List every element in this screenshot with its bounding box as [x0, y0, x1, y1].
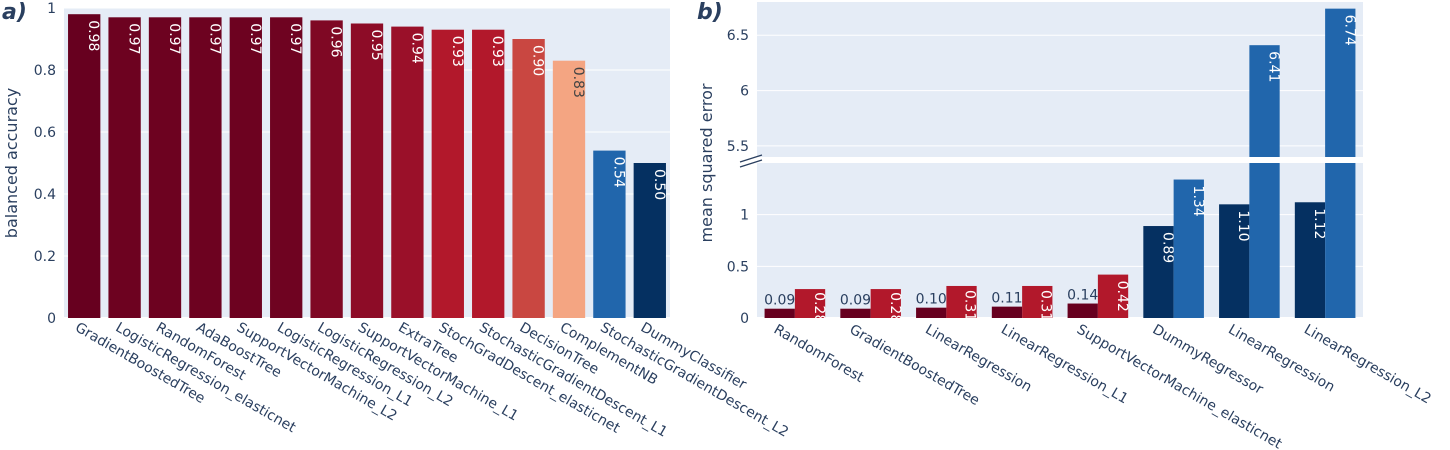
bar-value-label: 0.54 [610, 157, 626, 188]
bar-value-label: 0.14 [1067, 288, 1098, 304]
bar-value-label: 0.31 [1037, 290, 1053, 321]
bar [229, 17, 262, 319]
bar-value-label: 0.97 [247, 23, 263, 54]
bar-value-label: 1.10 [1235, 210, 1251, 241]
panel-b-bars: 0.09 0.28 0.09 0.28 0.10 0.31 0.11 0.31 0.14 0.42… [764, 8, 1357, 323]
bar-value-label: 0.98 [85, 20, 101, 51]
y-tick-label: 5.5 [727, 139, 749, 155]
bar [991, 306, 1023, 318]
y-tick-label: 0.2 [34, 249, 56, 265]
bar [1173, 179, 1204, 318]
bar [1022, 285, 1053, 318]
bar-value-label: 0.97 [166, 23, 182, 54]
panel-b-x-ticks: RandomForestGradientBoostedTreeLinearReg… [771, 322, 1434, 450]
bar-value-label: 0.10 [916, 292, 947, 308]
bar-value-label: 0.28 [887, 292, 903, 323]
panel-a-bars: 0.98 0.97 0.97 0.97 0.97 0.97 0.96 0.95 0.94 0.93… [68, 14, 667, 319]
bar [946, 285, 977, 318]
bar-value-label: 0.50 [651, 169, 667, 200]
bar [68, 14, 101, 318]
bar-value-label: 0.90 [530, 45, 546, 76]
bar [1097, 274, 1129, 318]
bar [593, 150, 626, 318]
bar [840, 308, 871, 318]
bar [1325, 8, 1356, 158]
bar [870, 289, 901, 318]
bar-value-label: 0.96 [328, 26, 344, 57]
bar [472, 29, 505, 318]
bar [794, 289, 826, 318]
panel-b-label: b) [697, 0, 723, 25]
x-tick-label: LinearRegression_L1 [998, 322, 1131, 408]
bar-value-label: 0.94 [408, 33, 424, 64]
panel-b-y-ticks: 0 0.5 1 5.5 6 6.5 [727, 28, 749, 327]
axis-break-marker [739, 154, 763, 168]
x-tick-label: GradientBoostedTree [847, 322, 982, 409]
bar [1067, 303, 1098, 318]
y-tick-label: 1 [740, 208, 749, 224]
y-tick-label: 6 [740, 84, 749, 100]
bar [270, 17, 303, 319]
bar-value-label: 0.95 [368, 30, 384, 61]
bar-value-label: 0.89 [1159, 232, 1175, 263]
bar-value-label: 0.28 [811, 292, 827, 323]
panel-a-y-ticks: 0 0.2 0.4 0.6 0.8 1 [34, 1, 56, 327]
bar-value-label: 1.34 [1190, 186, 1206, 217]
bar [1219, 204, 1250, 318]
panel-a: a) 0.98 0.97 0.97 0.97 0.97 0.97 0.96 0.95 0.94 0… [2, 0, 791, 441]
y-tick-label: 0.5 [727, 259, 749, 275]
bar [552, 60, 586, 318]
bar-value-label: 0.11 [991, 291, 1022, 307]
bar-value-label: 0.97 [287, 23, 303, 54]
bar-value-label: 0.97 [126, 23, 142, 54]
panel-a-label: a) [2, 0, 27, 25]
bar [350, 23, 384, 318]
bar-value-label: 0.09 [764, 293, 795, 309]
bar [431, 29, 464, 318]
panel-a-x-ticks: GradientBoostedTreeLogisticRegression_el… [72, 320, 791, 441]
bar-value-label: 1.12 [1311, 208, 1327, 239]
bar [633, 163, 666, 318]
y-tick-label: 0 [47, 311, 56, 327]
panel-b-y-axis-title: mean squared error [697, 83, 716, 242]
bar [764, 308, 795, 318]
bar-value-label: 0.97 [206, 23, 222, 54]
y-tick-label: 1 [47, 1, 56, 17]
bar [391, 26, 424, 318]
bar [310, 20, 343, 319]
bar-value-label: 0.42 [1114, 281, 1130, 312]
bar [148, 17, 182, 319]
bar-value-label: 0.31 [962, 290, 978, 321]
panel-a-y-axis-title: balanced accuracy [2, 88, 21, 238]
panel-b: b) 0.09 0.28 0.09 0.28 0.10 0.31 0.11 0.31 0.14 0… [697, 0, 1434, 450]
x-tick-label: LinearRegression_L2 [1301, 322, 1434, 408]
y-tick-label: 0.4 [34, 187, 56, 203]
x-tick-label: StochasticGradientDescent_L2 [597, 320, 791, 441]
bar-value-label: 0.83 [570, 67, 586, 98]
bar [108, 17, 141, 319]
bar-value-label: 0.09 [840, 293, 871, 309]
y-tick-label: 6.5 [727, 28, 749, 44]
bar-value-label: 6.74 [1341, 15, 1357, 46]
bar [1294, 202, 1326, 318]
bar-value-label: 6.41 [1266, 51, 1282, 82]
bar [1325, 163, 1356, 318]
bar [1249, 45, 1280, 157]
bar [512, 39, 545, 318]
y-tick-label: 0 [740, 311, 749, 327]
y-tick-label: 0.6 [34, 125, 56, 141]
bar-value-label: 0.93 [489, 36, 505, 67]
bar [1249, 163, 1280, 318]
bar [189, 17, 222, 319]
y-tick-label: 0.8 [34, 63, 56, 79]
bar-value-label: 0.93 [449, 36, 465, 67]
bar [1143, 226, 1174, 318]
bar [916, 307, 947, 318]
